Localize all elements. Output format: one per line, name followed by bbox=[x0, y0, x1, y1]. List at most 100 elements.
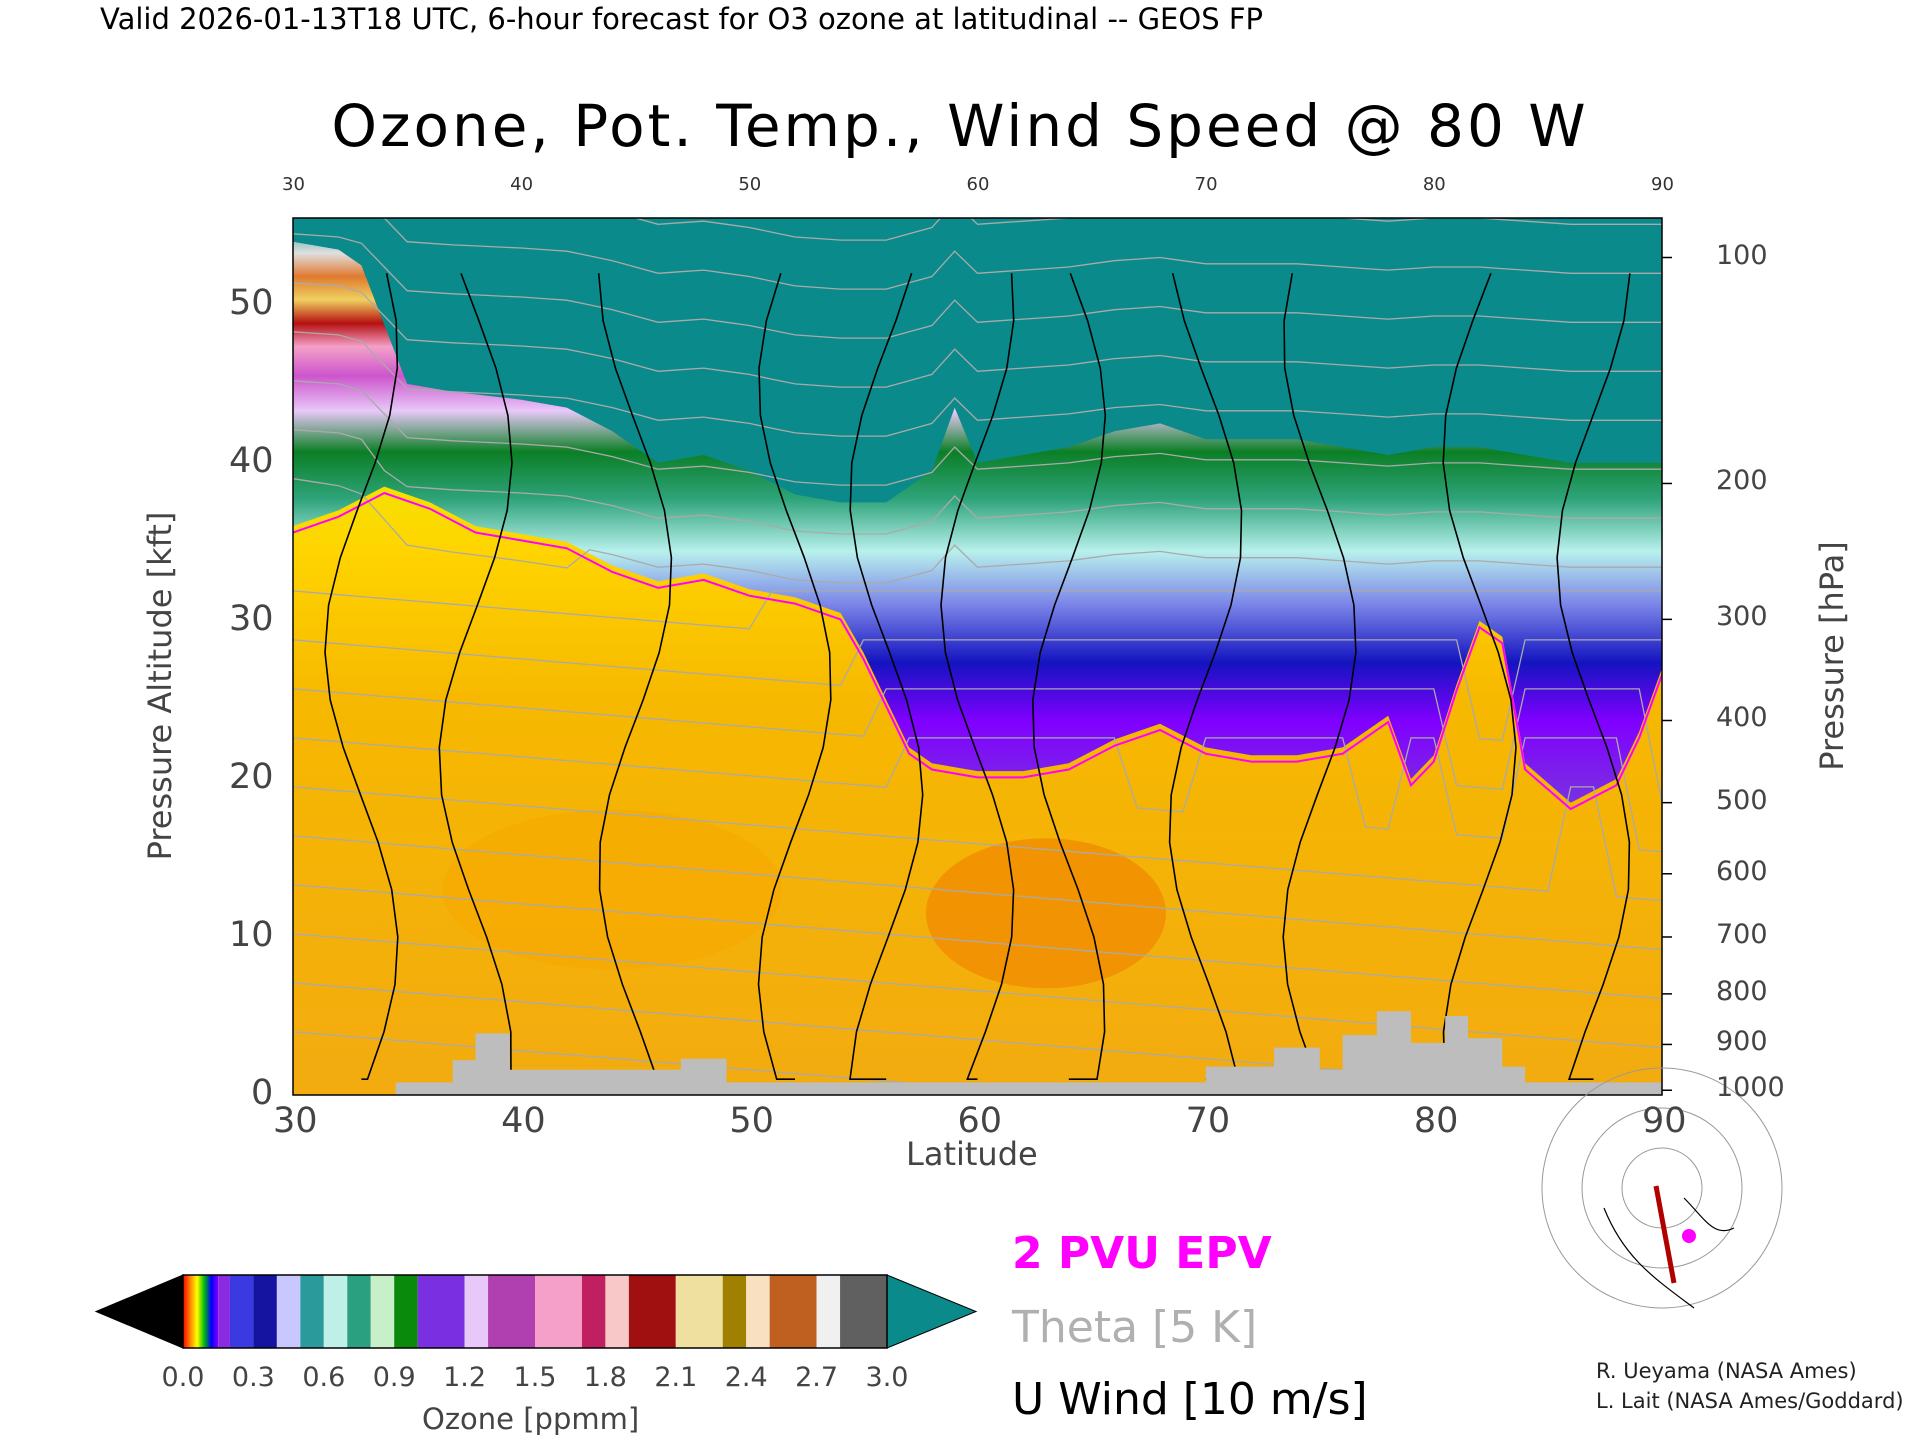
colorbar-tick-label: 1.5 bbox=[513, 1362, 557, 1393]
credits: R. Ueyama (NASA Ames) L. Lait (NASA Ames… bbox=[1596, 1356, 1904, 1416]
colorbar-segment bbox=[183, 1275, 219, 1348]
troposphere-fill bbox=[293, 218, 1662, 1095]
top-tick-label: 60 bbox=[966, 174, 990, 195]
x-tick-label: 30 bbox=[273, 1101, 318, 1141]
theta-contour bbox=[293, 884, 1662, 1000]
colorbar-segment bbox=[488, 1275, 535, 1348]
colorbar-segment bbox=[394, 1275, 418, 1348]
credit-line-1: R. Ueyama (NASA Ames) bbox=[1596, 1359, 1857, 1383]
map-marker bbox=[1682, 1229, 1696, 1243]
theta-contour bbox=[293, 982, 1662, 1093]
colorbar-tick-label: 3.0 bbox=[865, 1362, 909, 1393]
theta-contour bbox=[293, 233, 1662, 339]
theta-contour bbox=[293, 933, 1662, 1049]
colorbar-segment bbox=[675, 1275, 723, 1348]
u-wind-contour bbox=[1282, 273, 1357, 1080]
theta-contour bbox=[293, 1031, 1662, 1093]
theta-contour bbox=[293, 590, 1662, 630]
colorbar-segment bbox=[581, 1275, 606, 1348]
theta-contour bbox=[293, 380, 1662, 486]
colorbar-segment bbox=[605, 1275, 629, 1348]
pressure-tick-label: 100 bbox=[1716, 239, 1768, 271]
colorbar-tick-label: 1.8 bbox=[583, 1362, 627, 1393]
x-axis-label: Latitude bbox=[906, 1135, 1038, 1173]
colorbar-segment bbox=[276, 1275, 301, 1348]
colorbar-frame bbox=[182, 1274, 888, 1349]
theta-contour bbox=[293, 429, 1662, 535]
u-wind-contour bbox=[324, 273, 399, 1080]
colorbar-segment bbox=[300, 1275, 324, 1348]
pressure-tick-label: 200 bbox=[1716, 465, 1768, 497]
colorbar-tick-label: 2.4 bbox=[724, 1362, 768, 1393]
colorbar-segment bbox=[535, 1275, 582, 1348]
colorbar-segment bbox=[347, 1275, 371, 1348]
theta-contour bbox=[293, 478, 1662, 584]
x-tick-label: 80 bbox=[1413, 1101, 1459, 1141]
y-tick-label: 20 bbox=[229, 756, 274, 797]
theta-contour bbox=[293, 835, 1662, 951]
theta-contour bbox=[293, 688, 1662, 803]
colorbar-tick-label: 0.6 bbox=[302, 1362, 346, 1393]
theta-contour bbox=[293, 639, 1662, 742]
colorbar-segment bbox=[464, 1275, 489, 1348]
upper-ozone-cap bbox=[293, 218, 1662, 503]
colorbar-label: Ozone [ppmm] bbox=[422, 1402, 640, 1436]
colorbar-above-arrow bbox=[886, 1274, 978, 1349]
y-tick-label: 50 bbox=[229, 282, 274, 323]
legend-epv: 2 PVU EPV bbox=[1012, 1228, 1272, 1279]
map-latitude-circle bbox=[1621, 1147, 1703, 1229]
top-tick-label: 90 bbox=[1651, 174, 1674, 195]
u-wind-contour bbox=[1556, 273, 1631, 1080]
epv-2pvu-line bbox=[293, 491, 1662, 811]
pressure-tick-label: 500 bbox=[1716, 784, 1768, 816]
u-wind-contour bbox=[1168, 273, 1243, 1080]
u-wind-contour bbox=[1031, 273, 1107, 1080]
theta-contour bbox=[293, 786, 1662, 902]
u-wind-contour bbox=[438, 273, 513, 1080]
u-wind-contour bbox=[940, 273, 1015, 1080]
colorbar-tick-label: 0.3 bbox=[231, 1362, 275, 1393]
colorbar-tick-label: 1.2 bbox=[443, 1362, 487, 1393]
map-section-line bbox=[1653, 1185, 1677, 1284]
x-tick-label: 70 bbox=[1185, 1101, 1231, 1141]
legend-theta: Theta [5 K] bbox=[1012, 1302, 1258, 1353]
locator-map bbox=[1564, 1168, 1764, 1318]
colorbar-tick-label: 2.7 bbox=[795, 1362, 839, 1393]
colorbar-segment bbox=[229, 1275, 254, 1348]
u-wind-contour bbox=[757, 273, 832, 1080]
colorbar-tick-label: 2.1 bbox=[654, 1362, 698, 1393]
colorbar-segment bbox=[417, 1275, 465, 1348]
terrain bbox=[293, 1011, 1662, 1095]
plot-frame bbox=[292, 217, 1663, 1096]
y-tick-label: 40 bbox=[229, 440, 274, 481]
u-wind-contour bbox=[597, 273, 673, 1080]
colorbar-segment bbox=[746, 1275, 770, 1348]
top-tick-label: 40 bbox=[510, 174, 534, 195]
pressure-tick-label: 800 bbox=[1716, 975, 1768, 1007]
pressure-tick-label: 300 bbox=[1716, 601, 1768, 633]
top-tick-label: 30 bbox=[282, 174, 305, 195]
colorbar-below-arrow bbox=[94, 1274, 184, 1349]
theta-contour bbox=[293, 282, 1662, 388]
colorbar-segment bbox=[323, 1275, 348, 1348]
stratosphere-fill bbox=[293, 218, 1662, 803]
theta-contour bbox=[293, 737, 1662, 853]
colorbar-segment bbox=[722, 1275, 747, 1348]
pressure-tick-label: 700 bbox=[1716, 918, 1768, 950]
colorbar-segment bbox=[769, 1275, 817, 1348]
colorbar-tick-label: 0.0 bbox=[161, 1362, 205, 1393]
x-tick-label: 60 bbox=[957, 1101, 1003, 1141]
pressure-tick-label: 1000 bbox=[1716, 1072, 1785, 1104]
u-wind-contour bbox=[1442, 273, 1517, 1080]
header-text: Valid 2026-01-13T18 UTC, 6-hour forecast… bbox=[100, 2, 1264, 36]
map-coastline bbox=[1603, 1197, 1735, 1309]
ozone-max-patch bbox=[925, 838, 1166, 989]
top-tick-label: 70 bbox=[1194, 174, 1218, 195]
y-tick-label: 10 bbox=[229, 914, 274, 955]
top-tick-label: 80 bbox=[1422, 174, 1446, 195]
credit-line-2: L. Lait (NASA Ames/Goddard) bbox=[1596, 1389, 1904, 1413]
colorbar-segment bbox=[370, 1275, 395, 1348]
colorbar-segment bbox=[253, 1275, 277, 1348]
theta-contour bbox=[293, 331, 1662, 437]
